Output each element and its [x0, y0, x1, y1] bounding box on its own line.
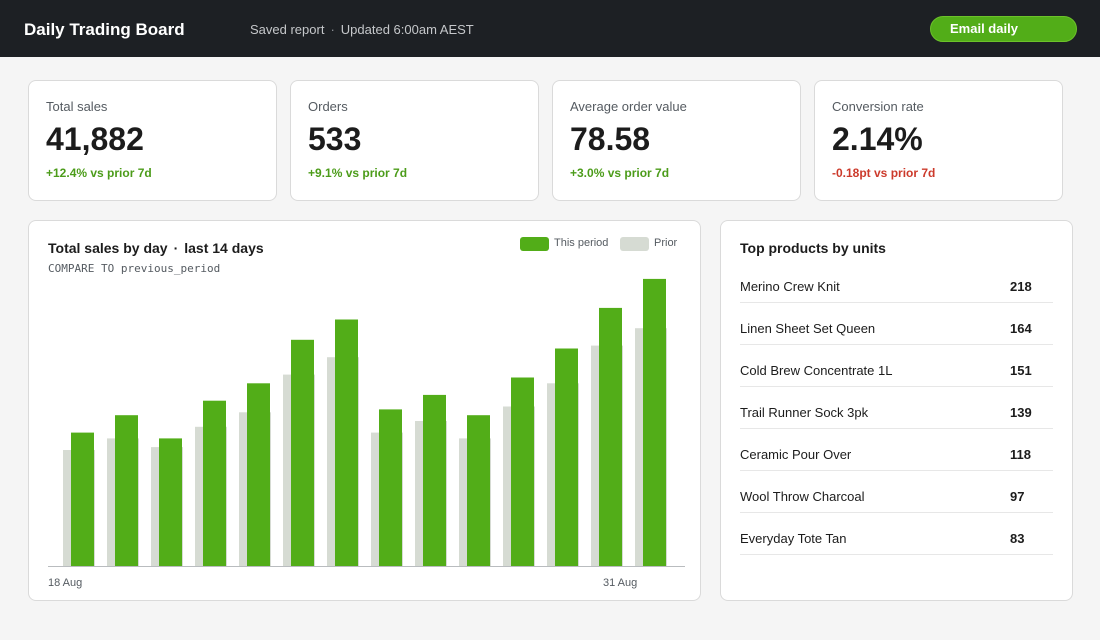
email-daily-button[interactable]: Email daily [930, 16, 1077, 42]
product-units: 83 [1010, 531, 1025, 546]
compare-query-text: COMPARE TO previous_period [48, 262, 221, 275]
top-products-panel: Top products by units Merino Crew Knit 21… [720, 220, 1073, 601]
legend-swatch-prior [620, 237, 649, 251]
legend-label: This period [554, 237, 609, 249]
product-row[interactable]: Linen Sheet Set Queen 164 [740, 303, 1053, 345]
kpi-delta: +12.4% vs prior 7d [46, 166, 152, 180]
bar-this-period[interactable] [247, 383, 270, 566]
bar-this-period[interactable] [115, 415, 138, 566]
product-units: 164 [1010, 321, 1032, 336]
legend-swatch-this-period [520, 237, 549, 251]
bar-this-period[interactable] [423, 394, 446, 566]
bar-chart: 18 Aug 31 Aug [48, 278, 685, 589]
product-units: 139 [1010, 405, 1032, 420]
kpi-value: 533 [308, 121, 362, 157]
product-row[interactable]: Cold Brew Concentrate 1L 151 [740, 345, 1053, 387]
kpi-value: 2.14% [832, 121, 923, 157]
top-products-title: Top products by units [740, 240, 886, 256]
bar-this-period[interactable] [379, 409, 402, 566]
bar-this-period[interactable] [555, 348, 578, 567]
bar-this-period[interactable] [159, 438, 182, 566]
product-name: Ceramic Pour Over [740, 447, 852, 462]
app-title: Daily Trading Board [24, 20, 185, 39]
sales-chart-panel: Total sales by day · last 14 days COMPARE … [28, 220, 701, 601]
product-row[interactable]: Ceramic Pour Over 118 [740, 429, 1053, 471]
kpi-card-orders: Orders 533 +9.1% vs prior 7d [290, 80, 539, 201]
product-units: 97 [1010, 489, 1025, 504]
meta-separator: · [330, 22, 335, 37]
product-name: Merino Crew Knit [740, 279, 840, 294]
product-row[interactable]: Wool Throw Charcoal 97 [740, 471, 1053, 513]
bar-this-period[interactable] [643, 278, 666, 566]
kpi-card-total-sales: Total sales 41,882 +12.4% vs prior 7d [28, 80, 277, 201]
product-name: Linen Sheet Set Queen [740, 321, 876, 336]
bar-this-period[interactable] [203, 400, 226, 566]
product-name: Wool Throw Charcoal [740, 489, 865, 504]
chart-title-range: last 14 days [184, 240, 264, 256]
bar-this-period[interactable] [467, 415, 490, 566]
x-tick-label: 18 Aug [48, 577, 82, 589]
product-row[interactable]: Everyday Tote Tan 83 [740, 513, 1053, 555]
x-tick-label: 31 Aug [603, 577, 637, 589]
kpi-label: Total sales [46, 99, 108, 114]
kpi-delta: -0.18pt vs prior 7d [832, 166, 936, 180]
kpi-delta: +3.0% vs prior 7d [570, 166, 670, 180]
chart-legend: This period Prior [520, 236, 690, 252]
kpi-value: 78.58 [570, 121, 651, 157]
chart-title-text: Total sales by day [48, 240, 168, 256]
bar-this-period[interactable] [511, 377, 534, 567]
kpi-label: Conversion rate [832, 99, 924, 114]
kpi-delta: +9.1% vs prior 7d [308, 166, 408, 180]
product-units: 218 [1010, 279, 1032, 294]
kpi-card-average-order-value: Average order value 78.58 +3.0% vs prior… [552, 80, 801, 201]
product-name: Cold Brew Concentrate 1L [740, 363, 893, 378]
bar-this-period[interactable] [71, 432, 94, 566]
bar-this-period[interactable] [291, 339, 314, 566]
product-units: 151 [1010, 363, 1032, 378]
top-products-list: Merino Crew Knit 218 Linen Sheet Set Queen… [740, 261, 1053, 555]
bar-this-period[interactable] [335, 319, 358, 567]
product-row[interactable]: Merino Crew Knit 218 [740, 261, 1053, 303]
bar-this-period[interactable] [599, 307, 622, 566]
updated-time-label: Updated 6:00am AEST [340, 22, 474, 37]
kpi-label: Orders [308, 99, 348, 114]
kpi-label: Average order value [570, 99, 687, 114]
product-row[interactable]: Trail Runner Sock 3pk 139 [740, 387, 1053, 429]
product-name: Trail Runner Sock 3pk [740, 405, 869, 420]
product-units: 118 [1010, 447, 1031, 462]
legend-label: Prior [654, 237, 678, 249]
chart-title-separator: · [173, 240, 179, 256]
report-meta: Saved report · Updated 6:00am AEST [250, 22, 474, 38]
saved-report-label: Saved report [250, 22, 325, 37]
chart-title: Total sales by day · last 14 days [48, 240, 264, 257]
kpi-value: 41,882 [46, 121, 144, 157]
top-bar: Daily Trading Board Saved report · Updated… [0, 0, 1100, 57]
product-name: Everyday Tote Tan [740, 531, 847, 546]
kpi-card-conversion-rate: Conversion rate 2.14% -0.18pt vs prior 7… [814, 80, 1063, 201]
